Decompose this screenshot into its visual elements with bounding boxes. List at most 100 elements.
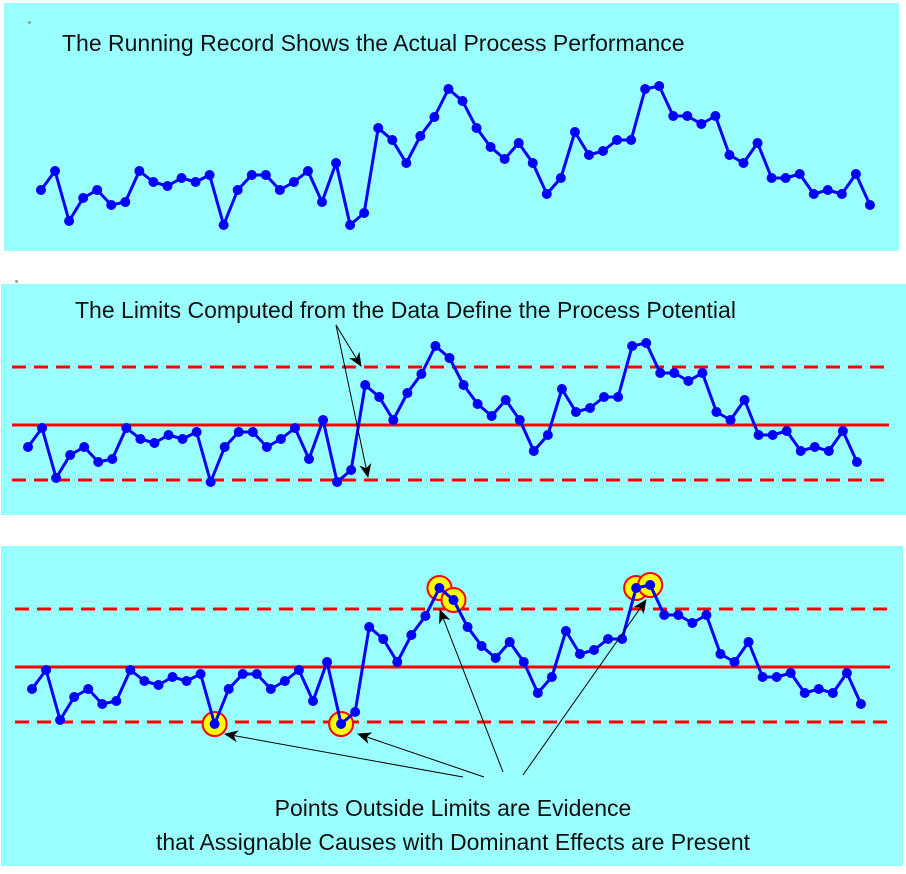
data-point bbox=[518, 657, 529, 667]
data-point bbox=[331, 158, 342, 168]
data-point bbox=[514, 415, 525, 425]
data-point bbox=[780, 173, 791, 183]
data-point bbox=[598, 146, 608, 156]
data-point bbox=[93, 457, 104, 467]
data-point bbox=[457, 96, 468, 106]
data-point bbox=[752, 138, 763, 148]
data-point bbox=[504, 637, 515, 647]
stray-dot bbox=[28, 21, 31, 24]
data-point bbox=[599, 392, 610, 402]
arrow-to-ucl bbox=[335, 324, 362, 367]
data-point bbox=[715, 649, 726, 659]
data-point bbox=[560, 626, 571, 636]
data-point bbox=[359, 208, 370, 218]
data-point bbox=[232, 185, 243, 195]
data-point bbox=[673, 610, 684, 620]
data-point bbox=[219, 442, 230, 452]
arrow-to-high-point-2 bbox=[522, 599, 647, 776]
data-point bbox=[668, 111, 679, 121]
data-point bbox=[513, 138, 524, 148]
data-point bbox=[106, 200, 117, 210]
data-point bbox=[785, 668, 796, 678]
data-point bbox=[336, 719, 347, 729]
data-point bbox=[444, 353, 455, 363]
data-point bbox=[738, 158, 749, 168]
data-point bbox=[274, 185, 285, 195]
stray-dot bbox=[15, 280, 18, 283]
data-point bbox=[406, 630, 417, 640]
arrow-to-high-point-1 bbox=[439, 609, 504, 773]
limits-panel bbox=[1, 284, 906, 515]
data-point bbox=[864, 200, 875, 210]
data-point bbox=[346, 465, 357, 475]
data-point bbox=[92, 185, 103, 195]
data-point bbox=[65, 450, 76, 460]
data-point bbox=[472, 399, 483, 409]
data-point bbox=[374, 392, 385, 402]
data-point bbox=[181, 676, 192, 686]
data-point bbox=[261, 442, 272, 452]
data-point bbox=[655, 368, 666, 378]
data-point bbox=[246, 170, 257, 180]
data-point bbox=[237, 669, 248, 679]
data-point bbox=[855, 699, 866, 709]
data-point bbox=[499, 154, 510, 164]
data-point bbox=[603, 634, 614, 644]
data-point bbox=[430, 341, 441, 351]
data-point bbox=[585, 403, 595, 413]
data-point bbox=[682, 111, 693, 121]
data-point bbox=[64, 216, 75, 226]
data-point bbox=[809, 442, 820, 452]
data-point bbox=[78, 193, 89, 203]
data-point bbox=[302, 166, 313, 176]
data-point bbox=[392, 657, 403, 667]
data-point bbox=[36, 185, 46, 195]
data-point bbox=[808, 189, 819, 199]
data-point bbox=[190, 177, 201, 187]
data-point bbox=[41, 665, 52, 675]
data-point bbox=[627, 341, 638, 351]
data-point bbox=[528, 446, 539, 456]
data-point bbox=[167, 672, 178, 682]
data-point bbox=[69, 692, 80, 702]
data-point bbox=[162, 181, 173, 191]
data-point bbox=[293, 665, 304, 675]
data-point bbox=[757, 672, 768, 682]
data-point bbox=[317, 197, 327, 207]
data-point bbox=[23, 442, 33, 452]
data-point bbox=[799, 688, 810, 698]
running-record-line bbox=[26, 341, 859, 484]
data-point bbox=[485, 142, 496, 152]
data-point bbox=[654, 81, 665, 91]
data-point bbox=[794, 169, 805, 179]
data-point bbox=[476, 641, 487, 651]
data-point bbox=[766, 173, 777, 183]
data-point bbox=[569, 127, 580, 137]
data-point bbox=[570, 407, 581, 417]
data-point bbox=[641, 338, 652, 348]
data-point bbox=[500, 395, 511, 405]
data-point bbox=[416, 369, 427, 379]
data-point bbox=[836, 189, 847, 199]
data-point bbox=[434, 583, 445, 593]
running-record-panel bbox=[4, 3, 899, 251]
data-point bbox=[415, 131, 426, 141]
annotation-line-2: that Assignable Causes with Dominant Eff… bbox=[155, 829, 751, 855]
data-point bbox=[541, 189, 552, 199]
data-point bbox=[555, 173, 566, 183]
data-point bbox=[532, 688, 543, 698]
data-point bbox=[729, 657, 740, 667]
arrow-to-lcl bbox=[335, 324, 372, 478]
data-point bbox=[851, 457, 862, 467]
data-point bbox=[401, 158, 412, 168]
data-point bbox=[260, 170, 271, 180]
data-point bbox=[107, 454, 118, 464]
data-point bbox=[387, 135, 398, 145]
data-point bbox=[490, 653, 501, 663]
data-point bbox=[781, 426, 792, 436]
data-point bbox=[153, 680, 164, 690]
data-point bbox=[546, 672, 557, 682]
data-point bbox=[209, 719, 220, 729]
data-point bbox=[420, 611, 431, 621]
